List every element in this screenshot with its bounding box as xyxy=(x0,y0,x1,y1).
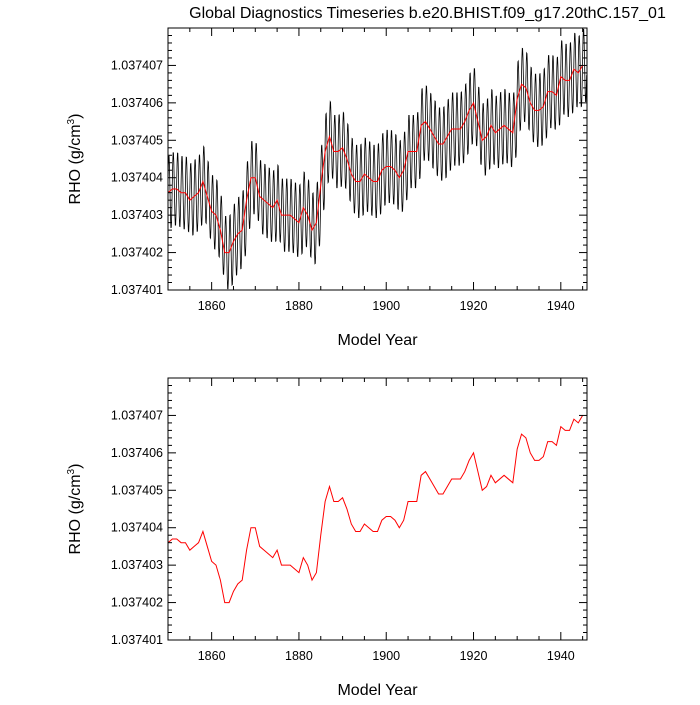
x-tick-label: 1860 xyxy=(198,649,226,663)
y-tick-label: 1.037406 xyxy=(111,96,163,110)
x-tick-label: 1900 xyxy=(372,299,400,313)
chart-title: Global Diagnostics Timeseries b.e20.BHIS… xyxy=(189,5,666,22)
x-tick-label: 1940 xyxy=(547,299,575,313)
y-tick-label: 1.037401 xyxy=(111,283,163,297)
y-tick-label: 1.037405 xyxy=(111,133,163,147)
chart-panel-2: 1860 1880 1900 1920 1940 1.037401 1.037402 1.03… xyxy=(66,377,588,699)
y-axis-label-close: ) xyxy=(67,114,84,119)
plot-frame xyxy=(167,27,588,291)
y-tick-label: 1.037403 xyxy=(111,558,163,572)
x-tick-label: 1900 xyxy=(372,649,400,663)
y-axis-label-close: ) xyxy=(67,464,84,469)
chart-panel-1: Global Diagnostics Timeseries b.e20.BHIS… xyxy=(66,5,666,349)
x-tick-label: 1940 xyxy=(547,649,575,663)
y-axis-label: RHO (g/cm3) xyxy=(66,464,84,555)
y-tick-label: 1.037407 xyxy=(111,58,163,72)
series-line-annual-mean xyxy=(168,415,584,604)
y-tick-label: 1.037407 xyxy=(111,408,163,422)
y-tick-label: 1.037405 xyxy=(111,483,163,497)
y-tick-label: 1.037406 xyxy=(111,446,163,460)
series-line-annual-mean xyxy=(168,65,584,254)
y-tick-label: 1.037403 xyxy=(111,208,163,222)
plot-frame xyxy=(167,377,588,641)
x-tick-label: 1880 xyxy=(285,299,313,313)
x-tick-label: 1860 xyxy=(198,299,226,313)
y-tick-label: 1.037402 xyxy=(111,246,163,260)
x-tick-label: 1880 xyxy=(285,649,313,663)
y-tick-label: 1.037404 xyxy=(111,171,163,185)
y-tick-label: 1.037404 xyxy=(111,521,163,535)
y-tick-label: 1.037401 xyxy=(111,633,163,647)
y-axis-label: RHO (g/cm3) xyxy=(66,114,84,205)
y-axis-label-sup: 3 xyxy=(66,468,77,474)
x-tick-label: 1920 xyxy=(460,649,488,663)
y-axis-label-main: RHO (g/cm xyxy=(67,124,84,204)
y-tick-label: 1.037402 xyxy=(111,596,163,610)
series-line-monthly xyxy=(168,28,587,290)
x-axis-label: Model Year xyxy=(337,682,418,699)
y-axis-label-main: RHO (g/cm xyxy=(67,474,84,554)
x-axis-label: Model Year xyxy=(337,332,418,349)
y-axis-label-sup: 3 xyxy=(66,118,77,124)
x-tick-label: 1920 xyxy=(460,299,488,313)
